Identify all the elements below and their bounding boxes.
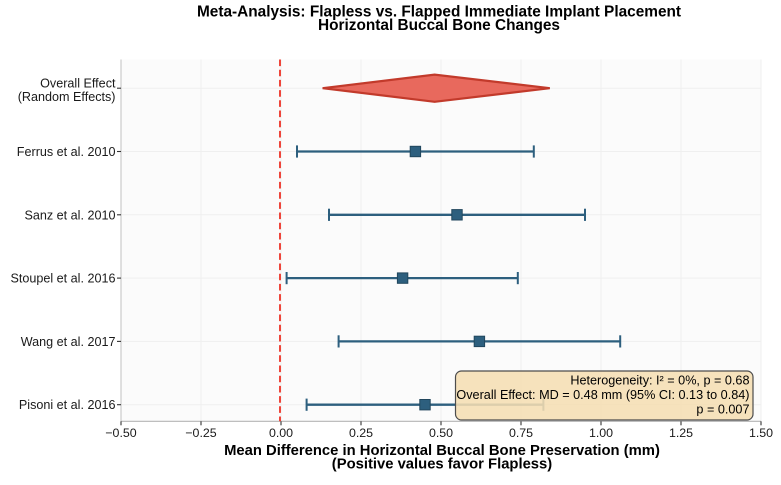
svg-text:Pisoni et al. 2016: Pisoni et al. 2016 xyxy=(19,398,116,412)
svg-text:1.00: 1.00 xyxy=(589,426,613,440)
svg-text:Mean Difference in Horizontal: Mean Difference in Horizontal Buccal Bon… xyxy=(224,443,660,459)
svg-text:Sanz et al. 2010: Sanz et al. 2010 xyxy=(24,208,115,222)
svg-text:1.25: 1.25 xyxy=(669,426,693,440)
svg-text:0.25: 0.25 xyxy=(349,426,373,440)
svg-text:Heterogeneity: I² = 0%, p = 0.: Heterogeneity: I² = 0%, p = 0.68 xyxy=(570,374,749,388)
svg-text:−0.25: −0.25 xyxy=(185,426,216,440)
svg-text:0.00: 0.00 xyxy=(269,426,293,440)
svg-text:1.50: 1.50 xyxy=(749,426,773,440)
svg-text:−0.50: −0.50 xyxy=(105,426,136,440)
svg-text:Stoupel et al. 2016: Stoupel et al. 2016 xyxy=(10,272,115,286)
svg-text:Wang et al. 2017: Wang et al. 2017 xyxy=(21,335,116,349)
svg-text:(Positive values favor Flaples: (Positive values favor Flapless) xyxy=(332,457,552,473)
svg-text:(Random Effects): (Random Effects) xyxy=(18,90,116,104)
svg-text:Overall Effect: Overall Effect xyxy=(40,77,116,91)
svg-text:Overall Effect: MD = 0.48 mm (: Overall Effect: MD = 0.48 mm (95% CI: 0.… xyxy=(456,388,749,402)
svg-text:Horizontal Buccal Bone Changes: Horizontal Buccal Bone Changes xyxy=(318,17,560,34)
svg-text:p = 0.007: p = 0.007 xyxy=(696,403,749,417)
svg-text:0.75: 0.75 xyxy=(509,426,533,440)
svg-text:Ferrus et al. 2010: Ferrus et al. 2010 xyxy=(17,145,116,159)
svg-text:Meta-Analysis: Flapless vs. Fl: Meta-Analysis: Flapless vs. Flapped Imme… xyxy=(197,4,681,21)
svg-text:0.50: 0.50 xyxy=(429,426,453,440)
